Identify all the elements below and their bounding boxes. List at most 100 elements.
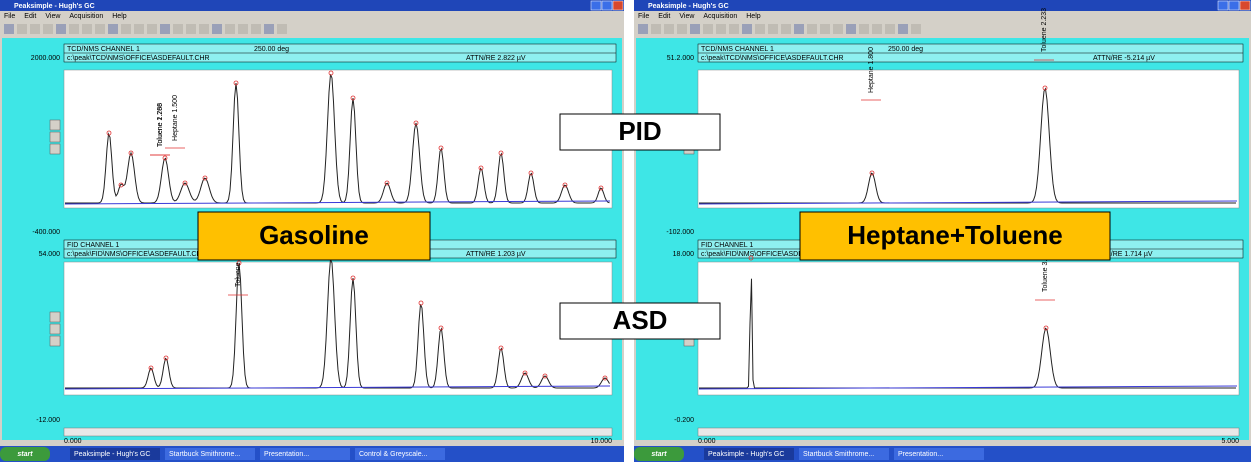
- toolbar-button[interactable]: [729, 24, 739, 34]
- toolbar-button[interactable]: [199, 24, 209, 34]
- toolbar-button[interactable]: [17, 24, 27, 34]
- toolbar-button[interactable]: [638, 24, 648, 34]
- toolbar-button[interactable]: [859, 24, 869, 34]
- toolbar-button[interactable]: [108, 24, 118, 34]
- toolbar-button[interactable]: [186, 24, 196, 34]
- toolbar-button[interactable]: [82, 24, 92, 34]
- toolbar-button[interactable]: [716, 24, 726, 34]
- y-top-label: 51.2.000: [667, 55, 694, 62]
- toolbar-button[interactable]: [4, 24, 14, 34]
- toolbar-button[interactable]: [173, 24, 183, 34]
- toolbar-button[interactable]: [872, 24, 882, 34]
- toolbar-button[interactable]: [846, 24, 856, 34]
- menu-item[interactable]: View: [45, 13, 61, 20]
- y-bottom-label: -400.000: [32, 229, 60, 236]
- peak-label: Heptane 1.500: [172, 95, 179, 141]
- window-title: Peaksimple - Hugh's GC: [14, 3, 95, 10]
- menu-item[interactable]: File: [638, 13, 649, 20]
- toolbar-button[interactable]: [212, 24, 222, 34]
- plot-area: [698, 70, 1239, 208]
- toolbar-button[interactable]: [95, 24, 105, 34]
- menu-item[interactable]: Edit: [658, 13, 670, 20]
- toolbar-button[interactable]: [664, 24, 674, 34]
- heptane-toluene-label: Heptane+Toluene: [847, 220, 1063, 250]
- channel-info: 250.00 deg: [888, 46, 923, 53]
- toolbar-button[interactable]: [768, 24, 778, 34]
- title-button[interactable]: [1218, 1, 1228, 10]
- toolbar-button[interactable]: [134, 24, 144, 34]
- toolbar-button[interactable]: [121, 24, 131, 34]
- title-button[interactable]: [1240, 1, 1250, 10]
- toolbar-button[interactable]: [742, 24, 752, 34]
- zoom-button[interactable]: [50, 312, 60, 322]
- zoom-button[interactable]: [50, 324, 60, 334]
- toolbar-button[interactable]: [147, 24, 157, 34]
- toolbar-button[interactable]: [690, 24, 700, 34]
- toolbar-button[interactable]: [885, 24, 895, 34]
- attenuation: ATTN/RE -5.214 µV: [1093, 55, 1155, 62]
- title-button[interactable]: [602, 1, 612, 10]
- toolbar-button[interactable]: [677, 24, 687, 34]
- asd-label: ASD: [613, 305, 668, 335]
- toolbar-button[interactable]: [264, 24, 274, 34]
- screenshot: Peaksimple - Hugh's GC File Edit View Acquis…: [0, 0, 1251, 462]
- peak-label: Toluene 2.233: [1041, 8, 1048, 52]
- toolbar-button[interactable]: [820, 24, 830, 34]
- x-start-label: 0.000: [64, 438, 82, 445]
- zoom-button[interactable]: [50, 132, 60, 142]
- scroll-bar[interactable]: [64, 428, 612, 436]
- attenuation: ATTN/RE 2.822 µV: [466, 55, 526, 62]
- plot-area: [698, 262, 1239, 395]
- toolbar-button[interactable]: [69, 24, 79, 34]
- toolbar-button[interactable]: [703, 24, 713, 34]
- title-button[interactable]: [591, 1, 601, 10]
- toolbar-button[interactable]: [251, 24, 261, 34]
- plot-area: [64, 262, 612, 395]
- toolbar-button[interactable]: [56, 24, 66, 34]
- y-top-label: 54.000: [39, 251, 61, 258]
- channel-name: FID CHANNEL 1: [67, 242, 119, 249]
- x-end-label: 10.000: [591, 438, 613, 445]
- toolbar-button[interactable]: [911, 24, 921, 34]
- menu-item[interactable]: Help: [746, 13, 761, 20]
- menu-item[interactable]: Edit: [24, 13, 36, 20]
- channel-name: TCD/NMS CHANNEL 1: [701, 46, 774, 53]
- file-path: c:\peak\FID\NMS\OFFICE\ASDEFAULT.CHR: [67, 251, 207, 258]
- menu-item[interactable]: Help: [112, 13, 127, 20]
- toolbar-button[interactable]: [755, 24, 765, 34]
- menu-item[interactable]: View: [679, 13, 695, 20]
- taskbar-item-label: Presentation...: [898, 451, 943, 458]
- file-path: c:\peak\TCD\NMS\OFFICE\ASDEFAULT.CHR: [67, 55, 210, 62]
- title-button[interactable]: [613, 1, 623, 10]
- taskbar-item-label: Startbuck Smithrome...: [803, 451, 874, 458]
- scroll-bar[interactable]: [698, 428, 1239, 436]
- menu-item[interactable]: File: [4, 13, 15, 20]
- toolbar-button[interactable]: [898, 24, 908, 34]
- menu-item[interactable]: Acquisition: [69, 13, 103, 20]
- menu-item[interactable]: Acquisition: [703, 13, 737, 20]
- toolbar-button[interactable]: [238, 24, 248, 34]
- toolbar-button[interactable]: [781, 24, 791, 34]
- toolbar-button[interactable]: [651, 24, 661, 34]
- toolbar-button[interactable]: [277, 24, 287, 34]
- title-button[interactable]: [1229, 1, 1239, 10]
- zoom-button[interactable]: [50, 120, 60, 130]
- toolbar-button[interactable]: [807, 24, 817, 34]
- toolbar-button[interactable]: [225, 24, 235, 34]
- toolbar-button[interactable]: [833, 24, 843, 34]
- y-top-label: 2000.000: [31, 55, 60, 62]
- peak-label: Toluene 2.266: [157, 103, 164, 147]
- taskbar-item-label: Peaksimple - Hugh's GC: [74, 451, 150, 458]
- x-end-label: 5.000: [1221, 438, 1239, 445]
- channel-name: FID CHANNEL 1: [701, 242, 753, 249]
- zoom-button[interactable]: [50, 144, 60, 154]
- y-top-label: 18.000: [673, 251, 695, 258]
- pid-label: PID: [618, 116, 661, 146]
- toolbar-button[interactable]: [160, 24, 170, 34]
- start-label: start: [651, 451, 667, 458]
- toolbar-button[interactable]: [43, 24, 53, 34]
- toolbar-button[interactable]: [30, 24, 40, 34]
- channel-name: TCD/NMS CHANNEL 1: [67, 46, 140, 53]
- zoom-button[interactable]: [50, 336, 60, 346]
- toolbar-button[interactable]: [794, 24, 804, 34]
